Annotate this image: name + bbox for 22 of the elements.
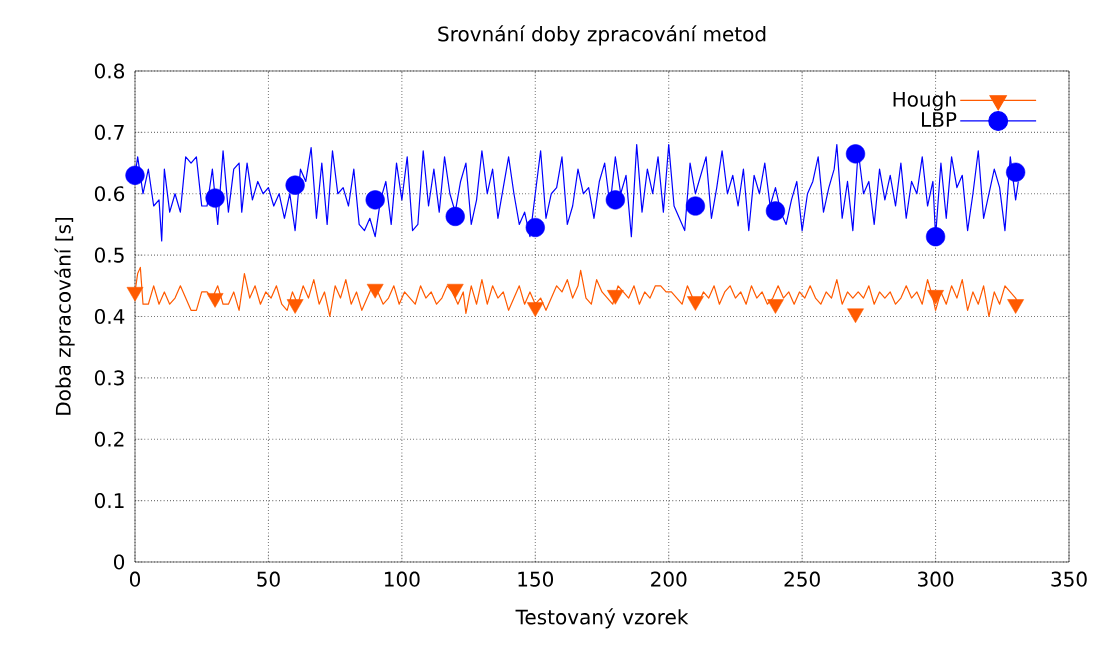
y-axis-title: Doba zpracování [s] (54, 217, 75, 415)
y-tick-label: 0.1 (94, 493, 124, 509)
y-tick-label: 0.3 (94, 370, 124, 386)
x-tick-label: 200 (651, 571, 687, 587)
chart-title: Srovnání doby zpracování metod (438, 25, 766, 46)
x-tick-label: 300 (918, 571, 954, 587)
y-tick-label: 0.4 (94, 308, 125, 325)
x-tick-label: 100 (384, 571, 420, 587)
x-axis-title: Testovaný vzorek (515, 608, 689, 629)
legend-label: LBP (922, 112, 957, 127)
x-tick-label: 250 (784, 571, 820, 587)
x-tick-label: 350 (1051, 571, 1087, 587)
y-tick-label: 0.7 (94, 124, 124, 140)
legend-label: Hough (893, 91, 956, 111)
x-tick-label: 50 (257, 571, 280, 587)
y-tick-label: 0.6 (94, 186, 125, 202)
y-tick-label: 0.8 (94, 63, 125, 79)
y-tick-label: 0 (114, 554, 125, 570)
x-tick-label: 150 (518, 571, 554, 587)
x-tick-label: 0 (129, 571, 141, 587)
y-tick-label: 0.2 (94, 431, 124, 447)
y-tick-label: 0.5 (94, 247, 124, 263)
